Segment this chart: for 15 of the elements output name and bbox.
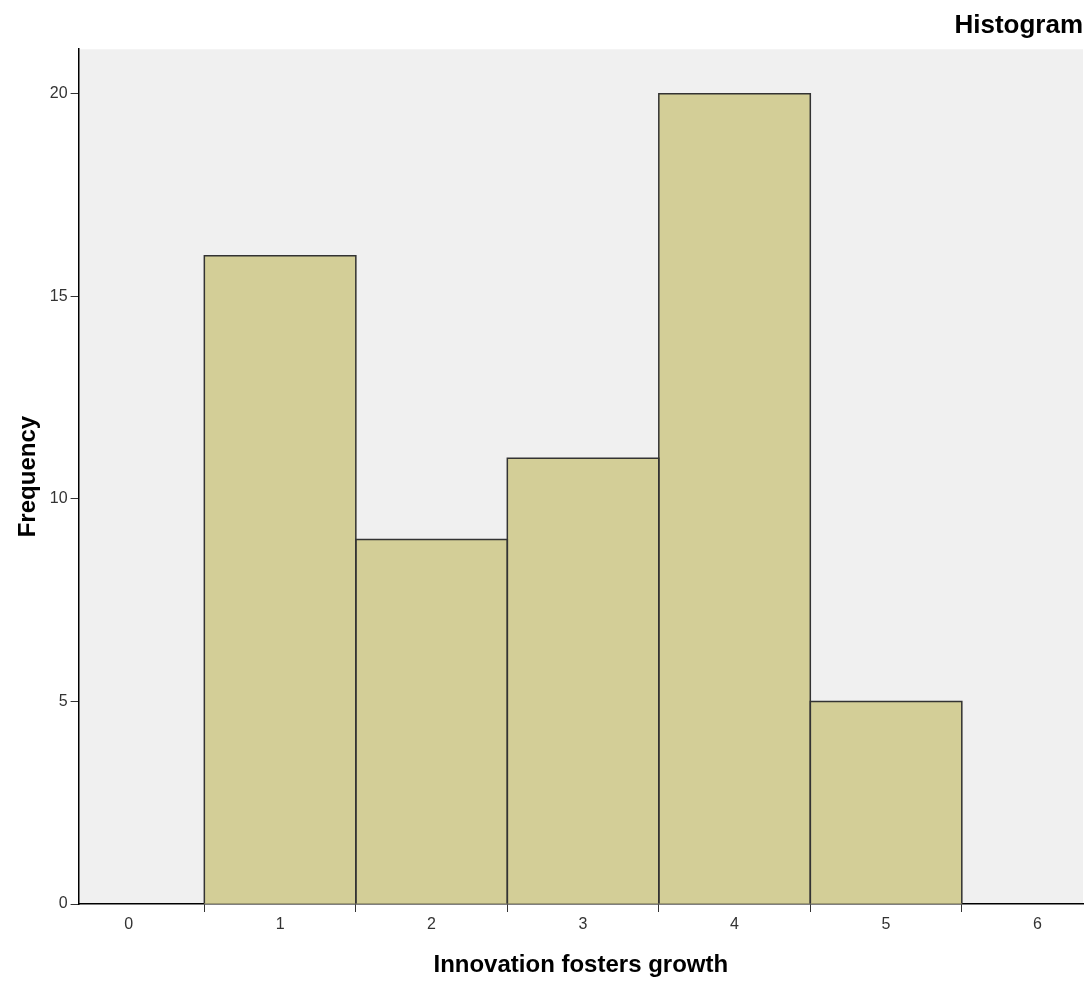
- x-tick-label: 5: [881, 915, 891, 933]
- y-tick-label: 10: [49, 489, 68, 507]
- x-tick-label: 6: [1033, 915, 1043, 933]
- y-tick-label: 0: [58, 894, 68, 912]
- y-tick-label: 5: [58, 691, 68, 709]
- x-axis-title: Innovation fosters growth: [433, 950, 729, 978]
- y-axis-title: Frequency: [13, 415, 41, 538]
- x-tick-label: 0: [124, 915, 134, 933]
- x-tick-label: 2: [427, 915, 437, 933]
- y-tick-label: 15: [49, 286, 68, 304]
- x-tick-label: 1: [275, 915, 285, 933]
- y-tick-label: 20: [49, 84, 68, 102]
- chart-title: Histogram: [954, 8, 1083, 39]
- x-tick-label: 4: [730, 915, 740, 933]
- x-tick-label: 3: [578, 915, 588, 933]
